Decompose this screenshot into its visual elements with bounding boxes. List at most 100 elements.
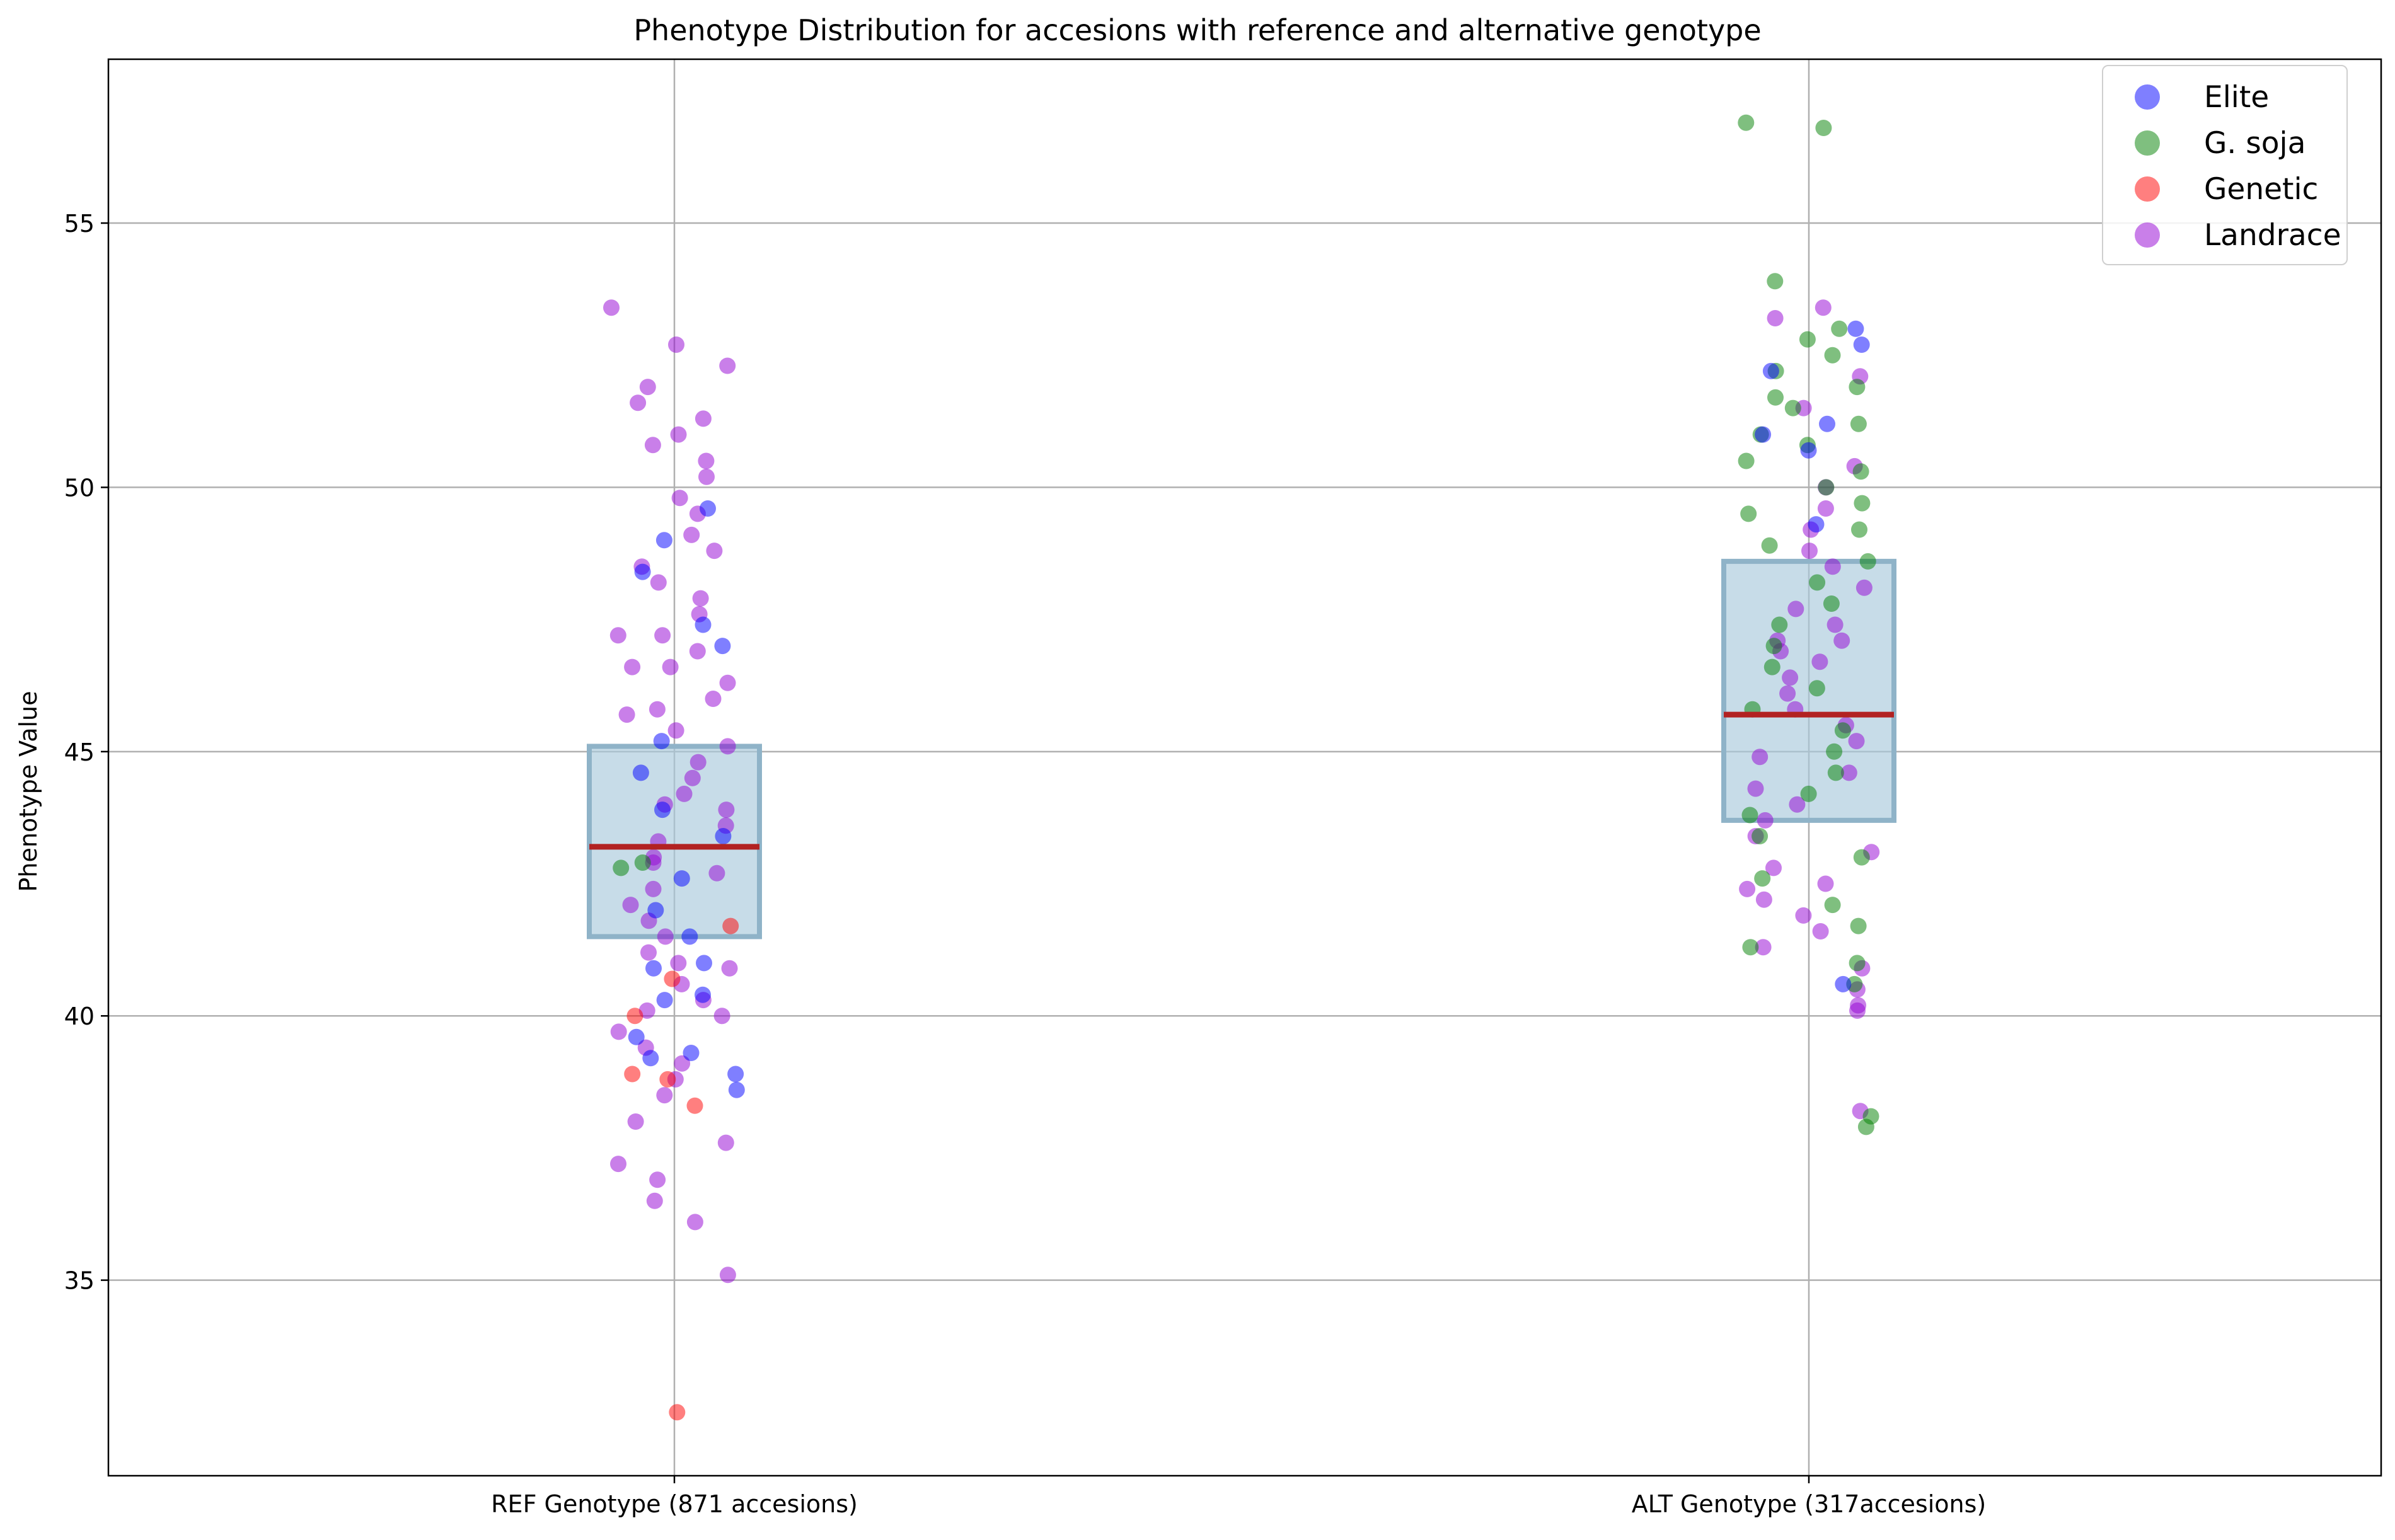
data-point (692, 590, 709, 607)
data-point (1817, 875, 1834, 892)
data-point (667, 722, 684, 739)
data-point (686, 1214, 703, 1231)
data-point (1817, 500, 1834, 517)
data-point (670, 955, 687, 972)
data-point (698, 452, 715, 469)
data-point (670, 426, 687, 443)
data-point (705, 691, 722, 707)
data-point (695, 616, 712, 633)
data-point (1765, 859, 1782, 876)
legend: Elite G. soja Genetic Landrace (2102, 65, 2348, 265)
data-point (713, 1008, 730, 1025)
data-point (1815, 299, 1832, 316)
data-point (689, 643, 706, 660)
legend-item-landrace: Landrace (2103, 212, 2349, 258)
data-point (1765, 638, 1782, 655)
data-point (646, 1192, 663, 1209)
legend-item-genetic: Genetic (2103, 166, 2349, 212)
data-point (626, 1008, 643, 1025)
data-point (622, 897, 639, 914)
data-point (650, 574, 667, 591)
boxes (587, 558, 1896, 940)
data-point (624, 1066, 641, 1083)
data-point (1812, 923, 1829, 940)
data-point (610, 1156, 626, 1173)
data-point (1824, 347, 1841, 364)
data-point (683, 526, 700, 543)
data-point (639, 379, 656, 396)
legend-item-elite: Elite (2103, 74, 2349, 120)
data-point (618, 706, 635, 723)
data-point (1740, 505, 1757, 522)
data-point (673, 870, 690, 887)
data-point (624, 658, 641, 675)
data-point (1849, 955, 1866, 972)
data-point (1849, 1002, 1866, 1019)
data-point (671, 490, 688, 507)
data-point (649, 1171, 666, 1188)
data-point (1853, 849, 1870, 866)
data-point (669, 1404, 686, 1421)
data-point (1755, 939, 1772, 956)
data-point (1767, 273, 1784, 290)
data-point (719, 738, 736, 755)
data-point (1859, 553, 1876, 570)
data-point (1762, 362, 1779, 379)
data-point (1827, 616, 1844, 633)
data-point (1801, 543, 1818, 560)
data-point (690, 754, 707, 771)
data-point (655, 532, 672, 549)
data-point (664, 970, 681, 987)
data-point (722, 917, 739, 934)
data-point (1819, 415, 1835, 432)
data-point (644, 437, 661, 454)
data-point (1787, 600, 1804, 618)
data-point (1853, 336, 1870, 353)
data-point (645, 960, 662, 977)
data-point (1784, 399, 1801, 417)
ticks: 35 40 45 50 55 REF Genotype (871 accesions) AL… (64, 210, 1987, 1518)
data-point (1848, 733, 1865, 750)
data-point (1752, 749, 1769, 766)
data-point (1800, 442, 1817, 459)
data-point (1826, 743, 1843, 760)
data-point (681, 928, 698, 945)
data-point (634, 854, 651, 871)
data-point (684, 769, 701, 786)
legend-label-g-soja: G. soja (2204, 126, 2306, 161)
data-point (708, 865, 725, 882)
data-point (1767, 310, 1784, 326)
data-point (1850, 415, 1867, 432)
data-point (1834, 722, 1851, 739)
data-point (1752, 828, 1769, 844)
data-point (1779, 685, 1796, 702)
data-point (1835, 975, 1852, 992)
data-point (715, 828, 732, 844)
data-point (609, 627, 626, 644)
data-point (676, 785, 693, 802)
data-point (1763, 658, 1780, 675)
data-point (610, 1023, 627, 1040)
data-point (1852, 463, 1869, 480)
data-point (719, 357, 736, 374)
data-point (1811, 653, 1828, 670)
data-point (656, 1087, 673, 1104)
data-point (653, 733, 670, 750)
chart-title: Phenotype Distribution for accesions wit… (633, 13, 1761, 47)
data-point (1789, 796, 1806, 813)
data-point (1855, 579, 1873, 596)
data-point (645, 880, 662, 897)
data-point (1823, 595, 1840, 612)
data-point (695, 410, 712, 427)
legend-marker-genetic (2135, 176, 2160, 202)
box (587, 744, 762, 940)
data-point (1815, 120, 1832, 136)
data-point (1755, 426, 1772, 443)
y-tick-label: 55 (64, 210, 95, 238)
data-point (1808, 680, 1825, 697)
data-point (1846, 975, 1863, 992)
box (1721, 558, 1896, 823)
legend-label-genetic: Genetic (2204, 172, 2319, 207)
data-point (1847, 320, 1864, 337)
data-point (1799, 331, 1816, 348)
